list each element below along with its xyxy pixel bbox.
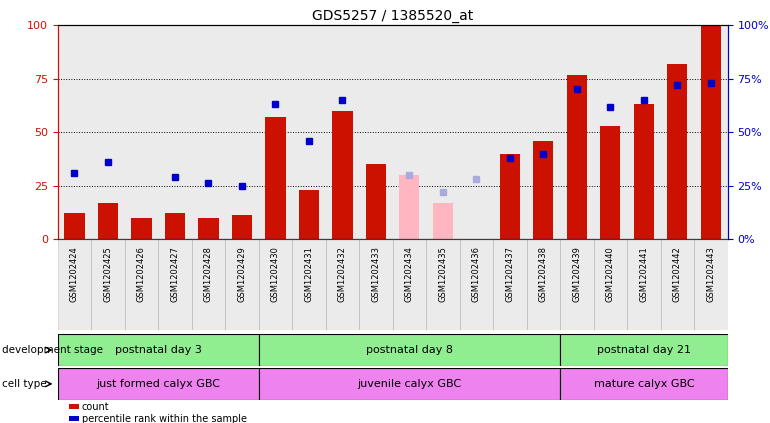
Bar xyxy=(359,239,393,330)
Text: GSM1202427: GSM1202427 xyxy=(170,246,179,302)
Bar xyxy=(534,141,554,239)
Bar xyxy=(627,239,661,330)
Bar xyxy=(299,190,319,239)
Bar xyxy=(695,25,728,239)
Bar xyxy=(65,213,85,239)
Text: GSM1202433: GSM1202433 xyxy=(371,246,380,302)
Text: cell type: cell type xyxy=(2,379,46,389)
Bar xyxy=(92,239,125,330)
Bar xyxy=(292,239,326,330)
Text: GSM1202441: GSM1202441 xyxy=(639,246,648,302)
Bar xyxy=(527,239,560,330)
Bar xyxy=(92,25,125,239)
Text: GSM1202439: GSM1202439 xyxy=(572,246,581,302)
Bar xyxy=(259,239,293,330)
Bar xyxy=(695,239,728,330)
Bar xyxy=(232,215,252,239)
Bar xyxy=(393,239,427,330)
Bar xyxy=(292,25,326,239)
Bar xyxy=(159,239,192,330)
Bar xyxy=(259,334,560,366)
Text: GSM1202437: GSM1202437 xyxy=(505,246,514,302)
Bar xyxy=(460,239,493,330)
Text: GSM1202424: GSM1202424 xyxy=(70,246,79,302)
Bar xyxy=(427,239,460,330)
Bar xyxy=(661,239,694,330)
Text: count: count xyxy=(82,402,109,412)
Bar xyxy=(192,25,225,239)
Bar xyxy=(627,25,661,239)
Bar xyxy=(58,334,259,366)
Bar xyxy=(460,25,493,239)
Bar xyxy=(594,239,628,330)
Title: GDS5257 / 1385520_at: GDS5257 / 1385520_at xyxy=(312,9,474,23)
Bar xyxy=(165,213,185,239)
Bar xyxy=(400,175,420,239)
Bar xyxy=(601,126,621,239)
Text: GSM1202431: GSM1202431 xyxy=(304,246,313,302)
Bar xyxy=(259,368,560,400)
Bar xyxy=(98,203,118,239)
Text: GSM1202429: GSM1202429 xyxy=(237,246,246,302)
Bar xyxy=(192,239,225,330)
Bar xyxy=(567,74,587,239)
Text: GSM1202425: GSM1202425 xyxy=(103,246,112,302)
Bar xyxy=(326,25,359,239)
Bar xyxy=(560,239,594,330)
Bar xyxy=(393,25,427,239)
Bar xyxy=(58,368,259,400)
Bar xyxy=(225,239,259,330)
Text: percentile rank within the sample: percentile rank within the sample xyxy=(82,414,246,423)
Text: GSM1202435: GSM1202435 xyxy=(438,246,447,302)
Text: GSM1202426: GSM1202426 xyxy=(137,246,146,302)
Bar xyxy=(560,368,728,400)
Bar xyxy=(125,25,159,239)
Bar xyxy=(527,25,560,239)
Text: GSM1202443: GSM1202443 xyxy=(706,246,715,302)
Text: postnatal day 3: postnatal day 3 xyxy=(115,345,202,355)
Text: GSM1202434: GSM1202434 xyxy=(405,246,414,302)
Bar xyxy=(560,334,728,366)
Bar xyxy=(259,25,293,239)
Bar xyxy=(225,25,259,239)
Text: GSM1202442: GSM1202442 xyxy=(673,246,682,302)
Text: GSM1202436: GSM1202436 xyxy=(472,246,481,302)
Bar xyxy=(359,25,393,239)
Text: postnatal day 8: postnatal day 8 xyxy=(366,345,453,355)
Text: GSM1202428: GSM1202428 xyxy=(204,246,213,302)
Text: postnatal day 21: postnatal day 21 xyxy=(597,345,691,355)
Text: GSM1202440: GSM1202440 xyxy=(606,246,615,302)
Text: development stage: development stage xyxy=(2,345,102,355)
Bar xyxy=(634,104,654,239)
Bar xyxy=(661,25,694,239)
Bar xyxy=(594,25,628,239)
Bar xyxy=(668,64,688,239)
Bar xyxy=(125,239,159,330)
Bar xyxy=(366,164,386,239)
Bar xyxy=(701,25,721,239)
Bar xyxy=(132,218,152,239)
Bar xyxy=(58,239,92,330)
Bar xyxy=(500,154,520,239)
Bar xyxy=(199,218,219,239)
Bar xyxy=(326,239,359,330)
Bar xyxy=(493,239,527,330)
Bar xyxy=(493,25,527,239)
Text: GSM1202432: GSM1202432 xyxy=(338,246,347,302)
Bar xyxy=(159,25,192,239)
Text: just formed calyx GBC: just formed calyx GBC xyxy=(96,379,220,389)
Text: GSM1202438: GSM1202438 xyxy=(539,246,548,302)
Text: juvenile calyx GBC: juvenile calyx GBC xyxy=(357,379,461,389)
Text: mature calyx GBC: mature calyx GBC xyxy=(594,379,695,389)
Text: GSM1202430: GSM1202430 xyxy=(271,246,280,302)
Bar xyxy=(266,117,286,239)
Bar xyxy=(433,203,453,239)
Bar xyxy=(427,25,460,239)
Bar xyxy=(333,111,353,239)
Bar xyxy=(58,25,92,239)
Bar xyxy=(560,25,594,239)
